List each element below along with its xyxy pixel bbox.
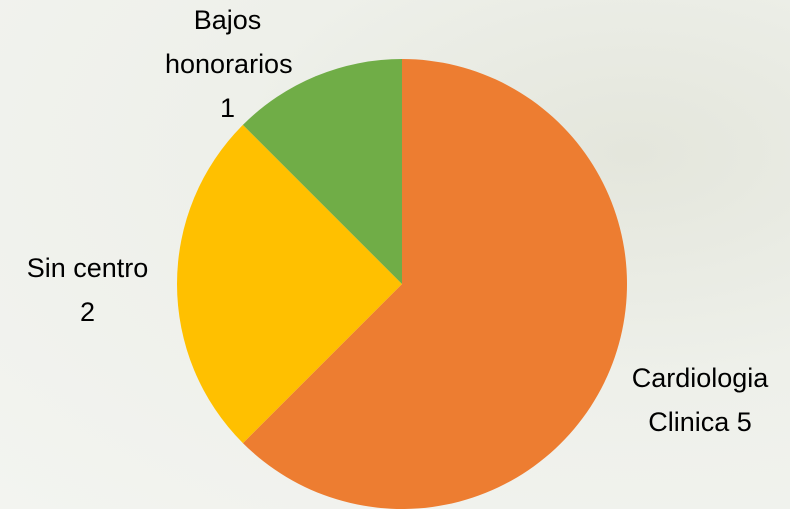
category-label: Sin centro — [26, 253, 149, 283]
pie-slice — [177, 124, 402, 444]
pie-slice — [242, 59, 627, 509]
slice-label: Bajos honorarios 1 — [135, 0, 320, 130]
value-label: 2 — [79, 297, 96, 327]
category-label: Cardiologia Clinica — [631, 363, 769, 437]
slice-label: Cardiologia Clinica 5 — [610, 356, 790, 444]
pie-slice — [242, 59, 402, 284]
value-label: 1 — [219, 93, 236, 123]
value-label: 5 — [736, 407, 752, 437]
slice-label: Sin centro 2 — [5, 246, 170, 334]
category-label: Bajos honorarios — [165, 5, 293, 79]
